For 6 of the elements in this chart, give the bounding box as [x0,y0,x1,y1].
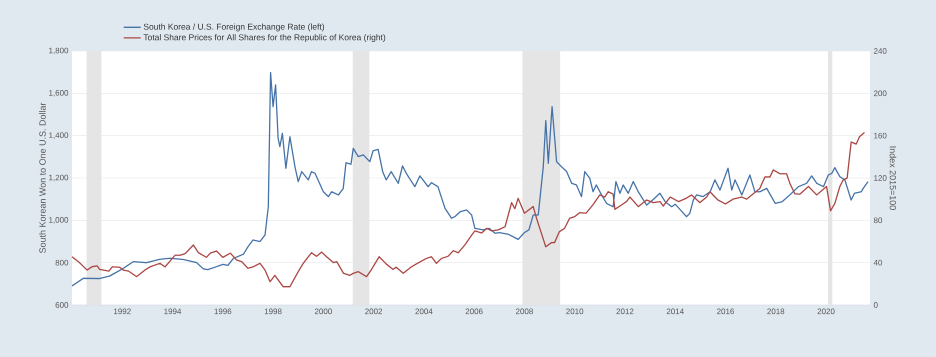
y2-axis-title: Index 2015=100 [890,146,896,210]
line-series [71,132,866,288]
legend-label: South Korea / U.S. Foreign Exchange Rate (left) [144,23,324,32]
line-series [71,72,869,287]
legend-label: Total Share Prices for All Shares for the Republic of Korea (right) [144,34,386,42]
y-axis-title: South Korean Won to One U.S. Dollar [39,102,46,254]
